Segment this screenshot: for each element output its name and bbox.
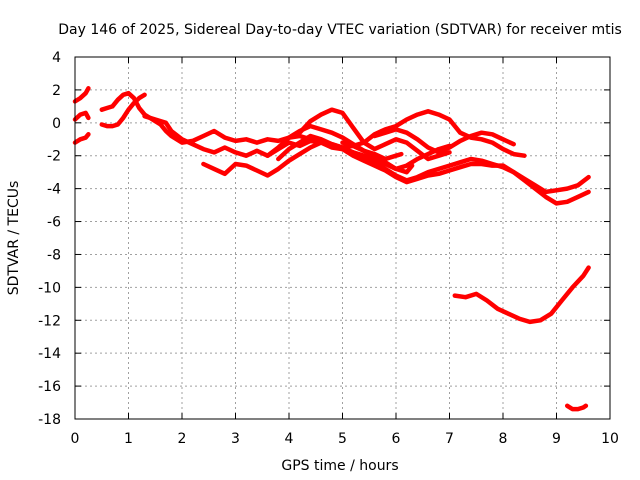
series-trace-i: [276, 133, 591, 206]
y-tick-label: -18: [38, 412, 61, 428]
x-tick-labels: 0 1 2 3 4 5 6 7 8 9 10: [71, 431, 619, 447]
series-trace-d: [99, 90, 404, 162]
series-trace-m: [452, 265, 591, 325]
x-tick-label: 4: [285, 431, 294, 447]
y-tick-label: -2: [47, 149, 61, 165]
series-layer: [72, 86, 591, 412]
series-trace-j: [297, 107, 452, 162]
x-tick-label: 9: [552, 431, 561, 447]
y-tick-labels: 4 2 0 -2 -4 -6 -8 -10 -12 -14 -16 -18: [38, 50, 61, 428]
y-tick-label: -14: [38, 346, 61, 362]
series-trace-a: [72, 86, 91, 104]
series-trace-l: [372, 127, 516, 155]
axis-ticks: [74, 56, 611, 420]
series-trace-e: [99, 92, 147, 129]
y-axis-title: SDTVAR / TECUs: [6, 181, 22, 296]
y-tick-label: 0: [52, 116, 61, 132]
x-tick-label: 5: [338, 431, 347, 447]
y-tick-label: -4: [47, 182, 61, 198]
x-tick-label: 10: [601, 431, 619, 447]
x-axis-title: GPS time / hours: [281, 458, 398, 474]
chart-title: Day 146 of 2025, Sidereal Day-to-day VTE…: [58, 22, 622, 38]
y-tick-label: -10: [38, 280, 61, 296]
series-trace-n: [564, 403, 589, 412]
y-tick-label: -12: [38, 313, 61, 329]
x-tick-label: 8: [499, 431, 508, 447]
x-tick-label: 1: [124, 431, 133, 447]
series-trace-c: [72, 132, 91, 145]
x-tick-label: 7: [445, 431, 454, 447]
y-tick-label: -8: [47, 247, 61, 263]
x-tick-label: 3: [231, 431, 240, 447]
series-trace-b: [72, 110, 91, 122]
x-tick-label: 2: [178, 431, 187, 447]
y-tick-label: 4: [52, 50, 61, 66]
y-tick-label: -16: [38, 379, 61, 395]
x-tick-label: 0: [71, 431, 80, 447]
x-tick-label: 6: [392, 431, 401, 447]
y-tick-label: -6: [47, 215, 61, 231]
y-tick-label: 2: [52, 83, 61, 99]
